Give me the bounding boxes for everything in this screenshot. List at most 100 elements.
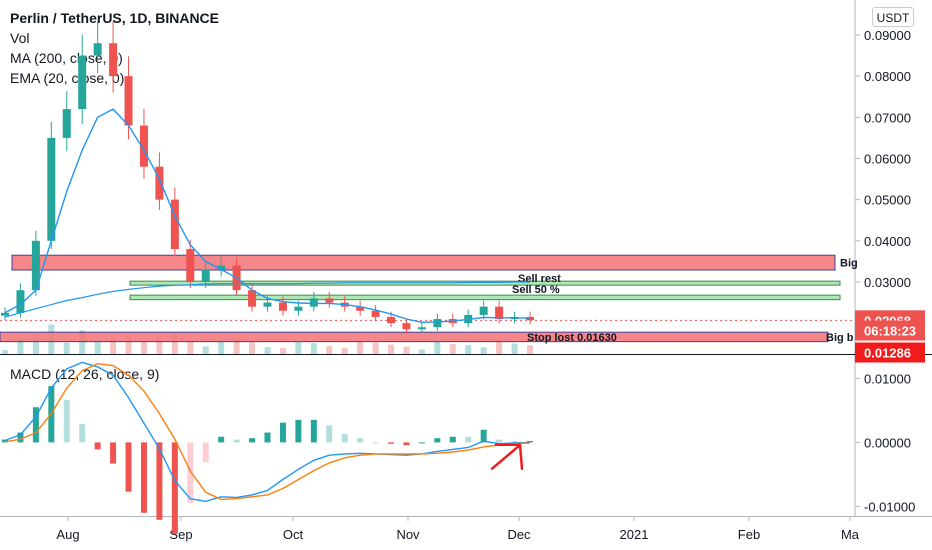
candle: [371, 305, 380, 322]
candle: [155, 152, 164, 210]
low-price-label-bg: [855, 342, 925, 363]
price-tick-label: 0.09000: [864, 28, 911, 43]
time-tick-label: Nov: [396, 527, 420, 542]
macd-histogram-bar: [140, 442, 147, 513]
volume-bar: [32, 334, 39, 354]
candle: [495, 300, 504, 324]
volume-bar: [341, 348, 348, 354]
macd-histogram-bar: [202, 442, 209, 463]
volume-bar: [110, 338, 117, 354]
macd-tick-label: 0.00000: [864, 435, 911, 450]
candle-body: [248, 290, 257, 307]
zone-label-big-bottom: Big b: [826, 332, 854, 344]
macd-histogram-bar: [388, 442, 395, 444]
vol-legend[interactable]: Vol: [10, 30, 30, 46]
candle: [479, 300, 488, 320]
macd-histogram-bar: [434, 438, 441, 443]
macd-histogram-bar: [326, 425, 333, 443]
volume-bar: [125, 337, 132, 354]
candle-body: [1, 312, 9, 316]
ema-legend[interactable]: EMA (20, close, 0): [10, 70, 125, 86]
macd-histogram-bar: [32, 407, 39, 443]
candle: [402, 318, 411, 334]
currency-button[interactable]: USDT: [872, 7, 914, 27]
price-tick-label: 0.03000: [864, 275, 911, 290]
zone-big-buy-top: [11, 254, 836, 271]
countdown-label-bg: [855, 320, 925, 341]
candle: [16, 283, 25, 318]
volume-bar: [94, 341, 101, 354]
price-tick-label: 0.05000: [864, 193, 911, 208]
macd-histogram-bar: [295, 419, 302, 443]
candle: [278, 296, 287, 316]
zone-label-sell-50: Sell 50 %: [512, 284, 560, 296]
symbol-title: Perlin / TetherUS, 1D, BINANCE: [10, 10, 220, 26]
macd-tick-label: -0.01000: [864, 499, 915, 514]
volume-bar: [480, 347, 487, 354]
macd-histogram-bar: [496, 439, 503, 443]
candle: [170, 187, 179, 257]
zone-sell-rest: [129, 280, 841, 286]
candle: [124, 56, 133, 140]
volume-bar: [187, 339, 194, 354]
candle-body: [526, 316, 534, 321]
candle: [186, 239, 195, 289]
macd-histogram-bar: [403, 442, 410, 446]
macd-histogram-bar: [94, 442, 101, 450]
macd-histogram-bar: [249, 438, 256, 443]
macd-histogram-bar: [357, 438, 364, 443]
volume-bar: [310, 343, 317, 354]
volume-bar: [511, 343, 518, 354]
zone-label-stop-lost: Stop lost 0.01630: [527, 332, 617, 344]
volume-bar: [496, 339, 503, 354]
candle-body: [402, 323, 411, 330]
macd-histogram-bar: [310, 419, 317, 443]
volume-bar: [434, 341, 441, 354]
candle-body: [325, 298, 334, 303]
zone-label-big-top: Big: [840, 258, 858, 270]
ma200-line: [4, 281, 530, 318]
candle-body: [201, 269, 210, 282]
volume-bar: [171, 334, 178, 354]
annotation-arrow-head: [494, 443, 524, 470]
candle: [217, 257, 226, 277]
macd-histogram-bar: [2, 439, 8, 443]
candle-body: [479, 306, 488, 315]
candle-body: [387, 316, 396, 324]
volume-bar: [202, 346, 209, 354]
countdown-label: 06:18:23: [864, 324, 916, 339]
candle-body: [433, 319, 442, 328]
time-tick-label: Oct: [283, 527, 304, 542]
candle-body: [495, 306, 504, 320]
volume-bar: [140, 341, 147, 354]
candle-body: [78, 55, 87, 110]
candle-body: [124, 76, 133, 126]
candle: [109, 21, 118, 93]
candle: [325, 292, 334, 308]
signal-line: [4, 362, 531, 501]
ema20-line: [4, 108, 531, 324]
time-tick-label: Ma: [841, 527, 860, 542]
candle: [1, 307, 9, 321]
candle-body: [16, 290, 25, 313]
macd-histogram-bar: [449, 436, 456, 443]
macd-histogram-bar: [465, 436, 472, 443]
volume-bar: [63, 342, 70, 354]
macd-histogram-bar: [264, 432, 271, 443]
volume-bar: [372, 342, 379, 354]
price-tick-label: 0.06000: [864, 151, 911, 166]
macd-legend[interactable]: MACD (12, 26, close, 9): [10, 366, 160, 382]
candle-body: [170, 199, 179, 250]
macd-histogram-bar: [511, 440, 518, 443]
macd-histogram-bar: [79, 424, 86, 443]
volume-bar: [279, 348, 286, 354]
candle-body: [109, 43, 118, 77]
candle: [356, 300, 365, 316]
candle: [93, 21, 102, 74]
candle-body: [371, 310, 380, 317]
zone-stop-lost: [0, 331, 829, 343]
macd-histogram-bar: [156, 442, 163, 520]
volume-bar: [357, 341, 364, 354]
macd-histogram-bar: [187, 442, 194, 503]
